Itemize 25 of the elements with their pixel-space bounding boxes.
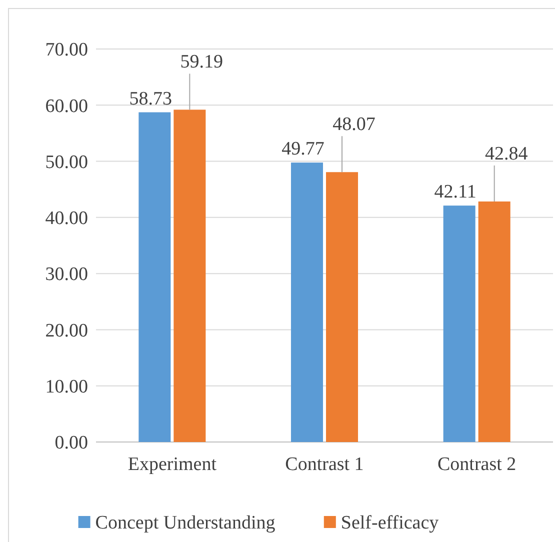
x-tick-label: Contrast 1: [285, 454, 364, 475]
y-tick-label: 10.00: [45, 376, 88, 398]
bar: [478, 201, 510, 442]
y-tick-label: 0.00: [54, 432, 88, 454]
bar: [326, 172, 358, 442]
data-label: 49.77: [282, 138, 324, 160]
bar: [290, 162, 323, 442]
legend-label: Self-efficacy: [340, 512, 440, 534]
y-tick-label: 50.00: [45, 152, 88, 173]
data-label: 48.07: [332, 114, 376, 136]
bar: [174, 110, 206, 442]
y-tick-label: 20.00: [45, 320, 88, 342]
data-label: 59.19: [180, 52, 224, 73]
data-label: 58.73: [129, 88, 172, 110]
x-tick-label: Experiment: [128, 454, 218, 475]
y-tick-label: 30.00: [45, 264, 88, 286]
y-tick-label: 70.00: [45, 40, 88, 61]
bar: [443, 206, 476, 442]
x-tick-label: Contrast 2: [438, 454, 516, 475]
y-tick-label: 60.00: [45, 96, 88, 117]
bar: [138, 112, 171, 442]
data-label: 42.11: [434, 182, 476, 203]
data-label: 42.84: [484, 143, 528, 164]
legend-label: Concept Understanding: [95, 512, 276, 534]
y-tick-label: 40.00: [45, 208, 88, 230]
